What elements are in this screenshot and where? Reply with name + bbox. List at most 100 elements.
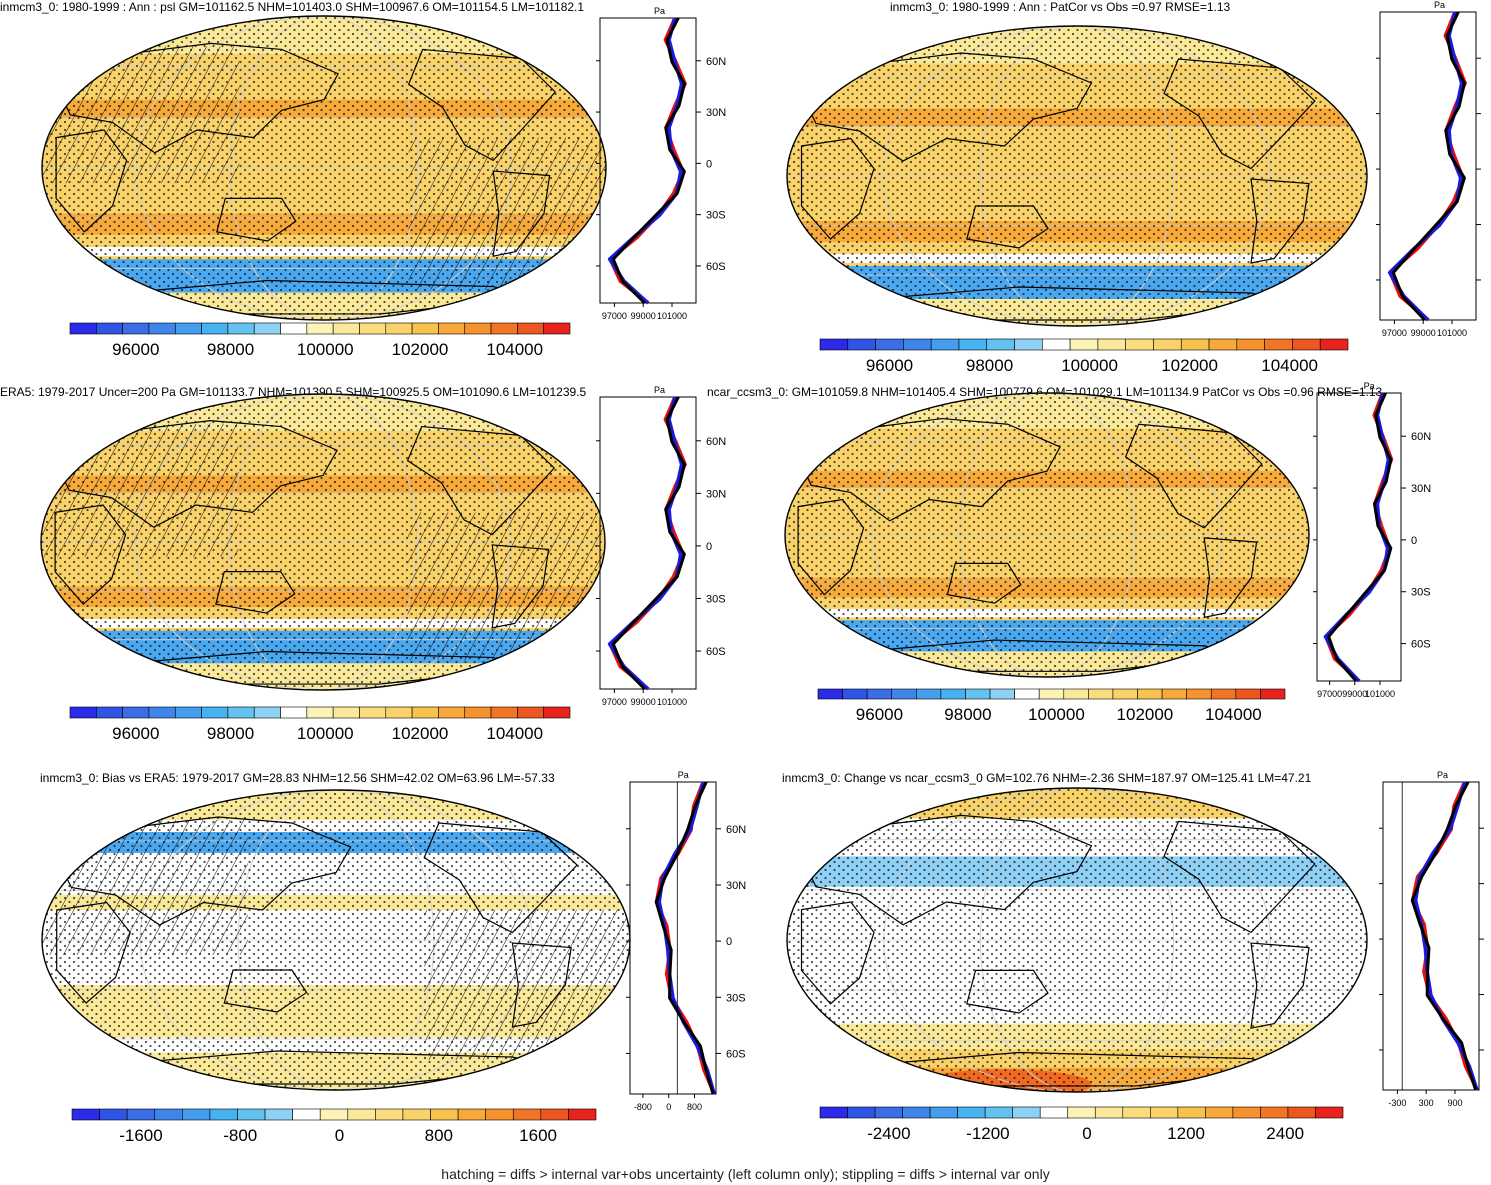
coastline xyxy=(56,901,131,1004)
mean-curve xyxy=(611,17,686,305)
colorbar-swatch xyxy=(989,688,1015,700)
profile-x-tick: 99000 xyxy=(1411,328,1436,338)
coastline xyxy=(800,814,1093,926)
mean-curve xyxy=(1327,392,1393,682)
zonal-profile-2: Pa 97000 99000 101000 xyxy=(1376,0,1481,338)
colorbar-swatch xyxy=(891,688,917,700)
colorbar-label: 104000 xyxy=(486,340,543,359)
colorbar-swatch xyxy=(237,1108,266,1121)
colorbar-swatch xyxy=(264,1108,293,1121)
colorbar-swatch xyxy=(69,322,97,335)
colorbar-swatch xyxy=(1186,688,1212,700)
colorbar-swatch xyxy=(385,706,413,719)
profile-x-tick: 97000 xyxy=(602,311,627,321)
zonal-profile-5: Pa 60N 30N 0 30S 60S -800 0 800 xyxy=(626,770,746,1112)
profile-x-tick: 101000 xyxy=(1365,689,1395,699)
profile-x-tick: 900 xyxy=(1447,1098,1462,1108)
colorbar-swatch xyxy=(874,1106,903,1119)
colorbar-label: 98000 xyxy=(207,724,254,743)
colorbar-swatch xyxy=(1097,338,1126,351)
colorbar-swatch xyxy=(464,706,492,719)
colorbar-swatch xyxy=(1236,338,1265,351)
colorbar-swatch xyxy=(1069,338,1099,351)
colorbar-swatch xyxy=(126,1108,156,1121)
coastline xyxy=(800,137,875,240)
colorbar-swatch xyxy=(430,1108,459,1121)
lat-tick-label: 0 xyxy=(706,158,712,170)
map-outline xyxy=(40,393,606,691)
colorbar-1: 96000 98000 100000 102000 104000 xyxy=(69,322,571,359)
colorbar-label: 800 xyxy=(425,1126,453,1145)
colorbar-swatch xyxy=(1137,688,1163,700)
colorbar-label: 2400 xyxy=(1266,1124,1304,1143)
coastline xyxy=(54,420,338,528)
colorbar-swatch xyxy=(842,688,868,700)
lat-tick-label: 60S xyxy=(706,261,726,273)
lat-tick-label: 60N xyxy=(706,56,726,68)
colorbar-swatch xyxy=(1067,1106,1096,1119)
colorbar-swatch xyxy=(916,688,942,700)
lat-tick-label: 60N xyxy=(706,436,726,448)
lat-tick-label: 60N xyxy=(726,824,746,836)
colorbar-swatch xyxy=(1260,688,1286,700)
coastline xyxy=(491,544,550,629)
colorbar-swatch xyxy=(292,1108,321,1121)
colorbar-label: 1200 xyxy=(1167,1124,1205,1143)
colorbar-label: 100000 xyxy=(1028,705,1085,724)
colorbar-swatch xyxy=(517,706,544,719)
colorbar-swatch xyxy=(847,1106,876,1119)
profile-x-tick: -300 xyxy=(1388,1098,1406,1108)
coastline xyxy=(1203,537,1258,619)
lat-tick-label: 60S xyxy=(1411,639,1431,651)
panel-title: inmcm3_0: 1980-1999 : Ann : psl GM=10116… xyxy=(0,0,584,14)
colorbar-swatch xyxy=(411,706,439,719)
colorbar-swatch xyxy=(306,706,334,719)
colorbar-swatch xyxy=(1088,688,1114,700)
colorbar-swatch xyxy=(438,322,466,335)
colorbar-swatch xyxy=(485,1108,514,1121)
lat-tick-label: 30N xyxy=(706,107,726,119)
lat-tick-label: 60S xyxy=(726,1048,746,1060)
colorbar-swatch xyxy=(402,1108,431,1121)
lat-tick-label: 30S xyxy=(706,210,726,222)
profile-x-tick: 800 xyxy=(687,1102,702,1112)
colorbar-label: 98000 xyxy=(944,705,991,724)
coastline xyxy=(966,969,1049,1014)
coastline xyxy=(797,417,1061,522)
colorbar-swatch xyxy=(902,1106,931,1119)
colorbar-swatch xyxy=(543,322,571,335)
lat-tick-label: 30N xyxy=(726,880,746,892)
coastline xyxy=(1124,423,1263,529)
profile-x-tick: 99000 xyxy=(1342,689,1367,699)
map-outline xyxy=(41,15,607,321)
colorbar-swatch xyxy=(512,1108,542,1121)
colorbar-label: 104000 xyxy=(486,724,543,743)
coastline xyxy=(492,170,551,257)
coastline xyxy=(54,504,127,606)
colorbar-swatch xyxy=(1042,338,1071,351)
colorbar-label: 96000 xyxy=(866,356,913,375)
colorbar-swatch xyxy=(1063,688,1089,700)
colorbar-swatch xyxy=(122,706,150,719)
colorbar-swatch xyxy=(227,706,255,719)
mean-curve xyxy=(654,781,715,1095)
map-panel-2 xyxy=(786,25,1368,327)
coastline xyxy=(1250,178,1310,264)
profile-unit: Pa xyxy=(678,770,689,780)
colorbar-swatch xyxy=(148,322,176,335)
colorbar-swatch xyxy=(332,322,360,335)
colorbar-label: 102000 xyxy=(392,340,449,359)
profile-unit: Pa xyxy=(654,6,665,16)
colorbar-swatch xyxy=(1180,338,1210,351)
colorbar-swatch xyxy=(1315,1106,1344,1119)
colorbar-label: -1600 xyxy=(119,1126,162,1145)
profile-x-tick: 97000 xyxy=(602,697,627,707)
colorbar-swatch xyxy=(1153,338,1182,351)
lat-tick-label: 30S xyxy=(726,992,746,1004)
colorbar-swatch xyxy=(1039,1106,1069,1119)
colorbar-swatch xyxy=(201,322,229,335)
colorbar-swatch xyxy=(490,706,518,719)
lat-tick-label: 60S xyxy=(706,646,726,658)
map-panel-3 xyxy=(40,393,606,691)
colorbar-label: 96000 xyxy=(112,724,159,743)
